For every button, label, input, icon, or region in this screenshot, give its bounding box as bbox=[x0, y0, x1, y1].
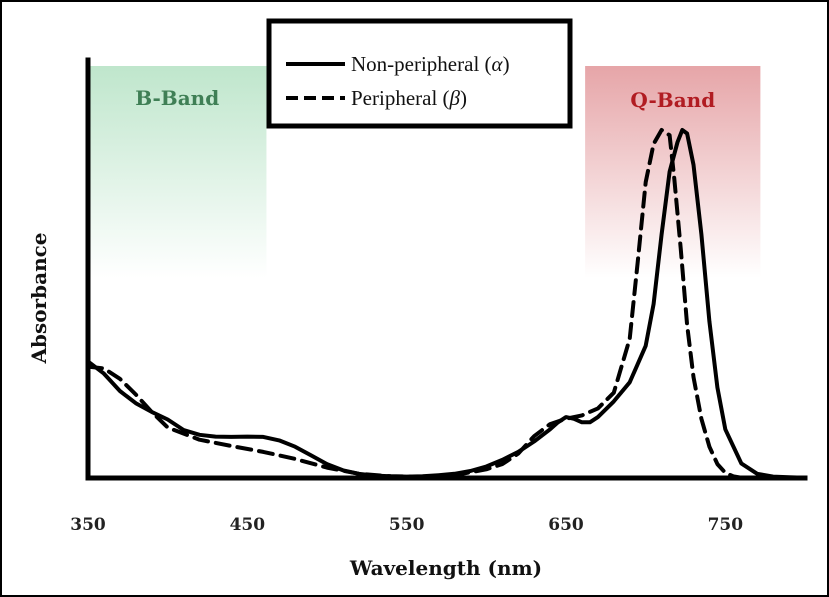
x-tick-label-650: 650 bbox=[548, 515, 584, 535]
legend-label-peripheral: Peripheral (β) bbox=[351, 86, 467, 110]
legend-label-nonperipheral-suffix: ) bbox=[503, 52, 510, 76]
x-tick-label-550: 550 bbox=[389, 515, 425, 535]
q-band-label: Q-Band bbox=[630, 88, 715, 112]
y-axis-title: Absorbance bbox=[27, 232, 51, 364]
b-band-label: B-Band bbox=[135, 86, 219, 110]
legend: Non-peripheral (α) Peripheral (β) bbox=[269, 21, 570, 126]
x-tick-labels: 350 450 550 650 750 bbox=[70, 515, 743, 535]
legend-label-nonperipheral-name: Non-peripheral ( bbox=[351, 52, 492, 76]
legend-symbol-beta: β bbox=[449, 86, 461, 110]
legend-label-peripheral-name: Peripheral ( bbox=[351, 86, 450, 110]
x-axis-title: Wavelength (nm) bbox=[349, 556, 542, 580]
x-tick-label-350: 350 bbox=[70, 515, 106, 535]
x-tick-label-750: 750 bbox=[708, 515, 744, 535]
x-tick-label-450: 450 bbox=[230, 515, 266, 535]
legend-label-peripheral-suffix: ) bbox=[460, 86, 467, 110]
legend-label-nonperipheral: Non-peripheral (α) bbox=[351, 52, 510, 76]
